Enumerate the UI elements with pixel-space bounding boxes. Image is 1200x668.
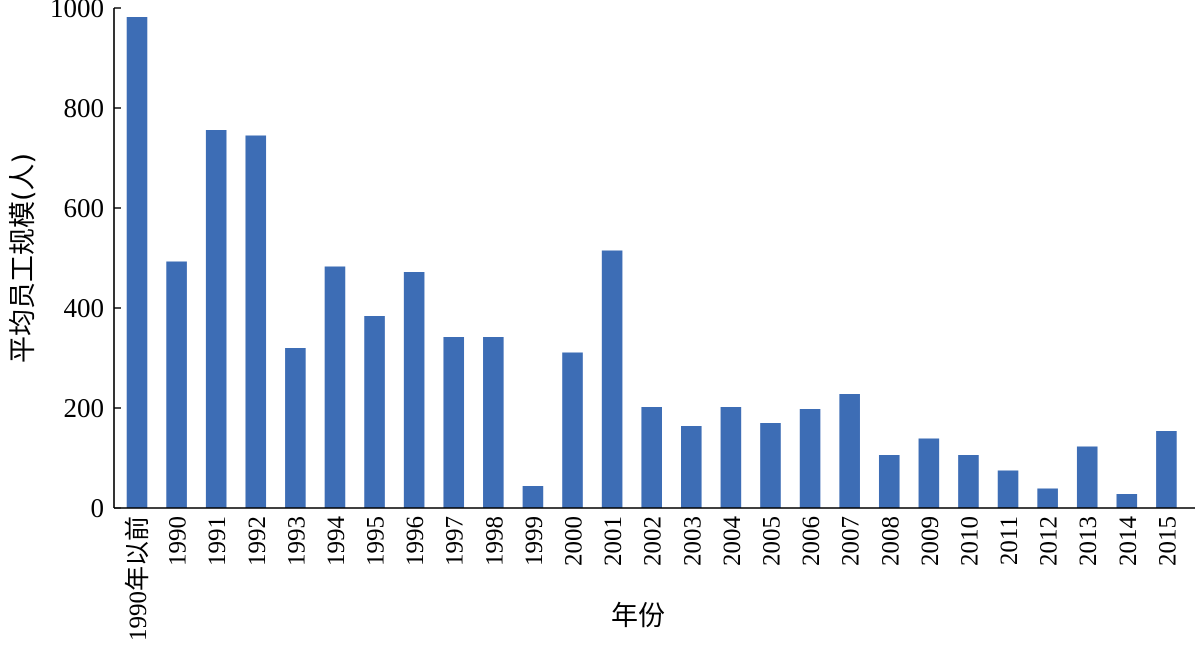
x-tick-label-22: 2011 <box>996 516 1023 565</box>
y-tick-label-5: 1000 <box>50 0 104 23</box>
x-tick-label-10: 1999 <box>521 516 548 566</box>
bar-3 <box>245 135 267 508</box>
x-tick-label-11: 2000 <box>561 516 588 566</box>
bar-0 <box>126 17 148 508</box>
bar-7 <box>403 272 425 508</box>
bar-16 <box>760 423 781 508</box>
bars-group <box>126 17 1177 508</box>
x-tick-label-16: 2005 <box>758 516 785 566</box>
x-tick-label-2: 1991 <box>204 516 231 566</box>
bar-5 <box>324 266 346 508</box>
x-tick-label-4: 1993 <box>283 516 310 566</box>
x-tick-label-5: 1994 <box>323 516 350 567</box>
bar-1 <box>166 261 187 508</box>
x-tick-label-7: 1996 <box>402 516 429 566</box>
y-tick-label-3: 600 <box>64 193 105 223</box>
bar-12 <box>601 250 623 508</box>
bar-24 <box>1076 446 1098 508</box>
x-tick-label-3: 1992 <box>244 516 271 566</box>
x-axis-ticks: 1990年以前 1990 1991 1992 1993 1994 1995 1996 1997 1… <box>124 516 1181 642</box>
x-tick-label-26: 2015 <box>1154 516 1181 566</box>
bar-25 <box>1116 494 1138 508</box>
bar-2 <box>205 130 227 508</box>
bar-8 <box>443 337 465 508</box>
x-tick-label-1: 1990 <box>165 516 192 566</box>
bar-23 <box>1037 488 1058 508</box>
x-tick-label-12: 2001 <box>600 516 627 566</box>
bar-21 <box>958 455 979 508</box>
bar-13 <box>641 407 662 508</box>
bar-19 <box>878 455 900 508</box>
x-tick-label-20: 2009 <box>917 516 944 566</box>
y-axis-title: 平均员工规模(人) <box>8 153 39 363</box>
x-axis-title: 年份 <box>611 601 665 632</box>
bar-14 <box>681 426 702 508</box>
x-tick-label-9: 1998 <box>481 516 508 566</box>
bar-4 <box>285 348 306 508</box>
x-tick-label-14: 2003 <box>679 516 706 566</box>
x-tick-label-15: 2004 <box>719 516 746 567</box>
y-tick-label-4: 800 <box>64 93 105 123</box>
y-axis-ticks: 0 200 400 600 800 1000 <box>50 0 121 523</box>
y-tick-label-1: 200 <box>64 393 105 423</box>
x-tick-label-13: 2002 <box>640 516 667 566</box>
bar-26 <box>1156 431 1177 508</box>
bar-10 <box>522 486 544 508</box>
x-tick-label-17: 2006 <box>798 516 825 566</box>
x-tick-label-24: 2013 <box>1075 516 1102 566</box>
bar-9 <box>483 337 504 508</box>
x-tick-label-23: 2012 <box>1036 516 1063 566</box>
x-tick-label-19: 2008 <box>877 516 904 566</box>
x-tick-label-8: 1997 <box>442 516 469 566</box>
bar-6 <box>364 316 385 508</box>
bar-18 <box>839 394 860 508</box>
x-tick-label-18: 2007 <box>838 516 865 566</box>
bar-11 <box>562 352 583 508</box>
bar-22 <box>997 470 1019 508</box>
y-tick-label-0: 0 <box>91 493 105 523</box>
bar-20 <box>918 438 940 508</box>
y-tick-label-2: 400 <box>64 293 105 323</box>
x-tick-label-25: 2014 <box>1115 516 1142 567</box>
bar-15 <box>720 407 742 508</box>
bar-17 <box>799 409 821 508</box>
x-tick-label-0: 1990年以前 <box>124 516 152 641</box>
x-tick-label-6: 1995 <box>363 516 390 566</box>
x-tick-label-21: 2010 <box>956 516 983 566</box>
